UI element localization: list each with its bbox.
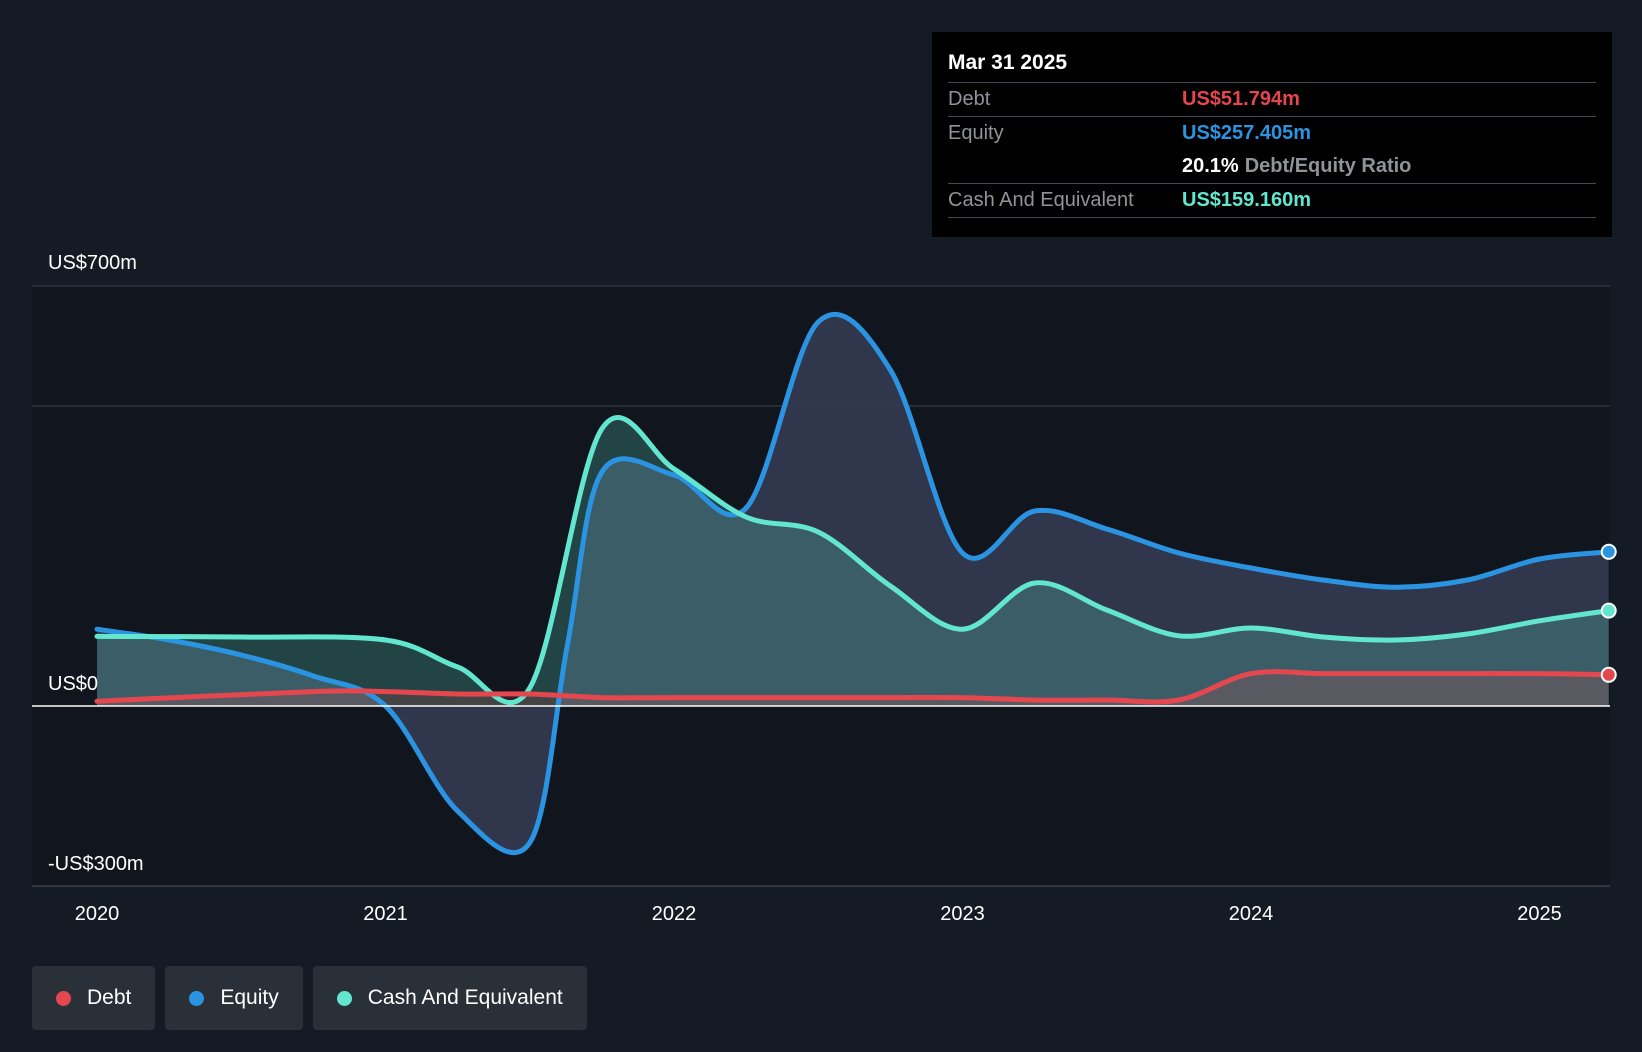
tooltip-panel: Mar 31 2025 Debt US$51.794m Equity US$25… [932, 32, 1612, 237]
legend-label-debt: Debt [87, 986, 132, 1009]
legend-dot-cash [336, 990, 352, 1006]
cash-area [97, 417, 1609, 706]
y-tick-label: -US$300m [48, 853, 144, 875]
chart-legend: Debt Equity Cash And Equivalent [32, 966, 597, 1030]
tooltip-ratio-row: 20.1% Debt/Equity Ratio [948, 150, 1596, 184]
legend-item-debt[interactable]: Debt [32, 966, 156, 1030]
x-tick-label: 2021 [363, 903, 408, 925]
debt-line [94, 669, 1612, 705]
tooltip-ratio-value: 20.1% [1182, 155, 1239, 177]
legend-dot-equity [189, 990, 205, 1006]
debt-end-point [1600, 666, 1617, 683]
x-tick-label: 2024 [1229, 903, 1274, 925]
y-tick-label: US$0 [48, 673, 98, 695]
tooltip-cash-value: US$159.160m [1182, 189, 1311, 211]
tooltip-debt-value: US$51.794m [1182, 88, 1300, 110]
legend-label-cash: Cash And Equivalent [367, 986, 563, 1009]
y-tick-label: US$700m [48, 252, 137, 274]
tooltip-equity-row: Equity US$257.405m [948, 117, 1596, 150]
tooltip-equity-label: Equity [948, 122, 1004, 144]
tooltip-debt-label: Debt [948, 88, 991, 110]
legend-dot-debt [56, 990, 71, 1006]
x-tick-label: 2022 [652, 903, 697, 925]
equity-line [94, 312, 1612, 856]
x-tick-label: 2023 [940, 903, 985, 925]
equity-negative-fill [97, 314, 1609, 853]
cash-line [94, 415, 1612, 706]
x-tick-label: 2020 [75, 903, 120, 925]
legend-item-cash[interactable]: Cash And Equivalent [312, 966, 587, 1030]
tooltip-cash-row: Cash And Equivalent US$159.160m [948, 184, 1596, 218]
legend-label-equity: Equity [220, 986, 279, 1009]
tooltip-debt-row: Debt US$51.794m [948, 83, 1596, 117]
equity-area [97, 314, 1609, 853]
tooltip-date: Mar 31 2025 [948, 32, 1596, 83]
cash-end-point [1600, 602, 1617, 619]
x-tick-label: 2025 [1517, 903, 1562, 925]
tooltip-cash-label: Cash And Equivalent [948, 189, 1134, 211]
equity-end-point [1600, 543, 1617, 560]
legend-item-equity[interactable]: Equity [165, 966, 303, 1030]
tooltip-ratio-label: Debt/Equity Ratio [1244, 155, 1412, 177]
tooltip-equity-value: US$257.405m [1182, 122, 1311, 144]
